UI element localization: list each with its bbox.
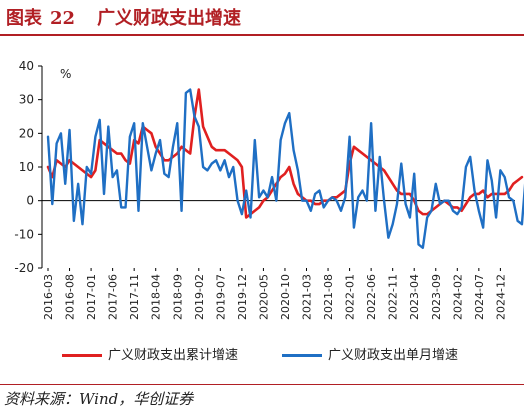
x-tick-label: 2017-01 — [85, 274, 98, 320]
x-tick-label: 2023-09 — [430, 274, 443, 320]
y-tick-label: 30 — [19, 93, 34, 107]
figure-title: 图表 22 广义财政支出增速 — [6, 4, 241, 30]
x-tick-label: 2020-05 — [257, 274, 270, 320]
x-tick-label: 2022-01 — [344, 274, 357, 320]
y-tick-label: -10 — [14, 227, 34, 241]
x-tick-label: 2017-06 — [107, 274, 120, 320]
x-tick-label: 2017-11 — [128, 274, 141, 320]
x-tick-label: 2019-07 — [214, 274, 227, 320]
footer-rule — [0, 384, 524, 385]
source-note: 资料来源：Wind，华创证券 — [4, 390, 194, 408]
x-tick-label: 2022-11 — [387, 274, 400, 320]
x-tick-label: 2021-08 — [322, 274, 335, 320]
legend-label-monthly: 广义财政支出单月增速 — [328, 348, 459, 363]
y-tick-label: 0 — [26, 194, 34, 208]
x-tick-label: 2024-02 — [451, 274, 464, 320]
legend-item-cumulative: 广义财政支出累计增速 — [62, 344, 238, 363]
title-rule — [0, 34, 524, 36]
legend-swatch-cumulative — [62, 354, 102, 357]
legend-label-cumulative: 广义财政支出累计增速 — [108, 348, 239, 363]
legend-swatch-monthly — [282, 354, 322, 357]
x-tick-label: 2018-04 — [150, 274, 163, 320]
figure-number: 22 — [50, 8, 76, 29]
y-axis-unit-label: % — [60, 67, 71, 81]
x-tick-label: 2023-04 — [408, 274, 421, 320]
x-tick-label: 2022-06 — [365, 274, 378, 320]
y-tick-label: 40 — [19, 59, 34, 73]
y-tick-label: 20 — [19, 126, 34, 140]
x-tick-label: 2021-03 — [301, 274, 314, 320]
x-tick-label: 2019-02 — [193, 274, 206, 320]
x-tick-label: 2019-12 — [236, 274, 249, 320]
x-tick-label: 2024-07 — [473, 274, 486, 320]
legend-item-monthly: 广义财政支出单月增速 — [282, 344, 458, 363]
x-tick-label: 2024-12 — [494, 274, 507, 320]
y-tick-label: 10 — [19, 160, 34, 174]
figure-label: 图表 — [6, 8, 42, 29]
x-tick-label: 2016-08 — [64, 274, 77, 320]
y-tick-label: -20 — [14, 261, 34, 275]
figure-title-text: 广义财政支出增速 — [97, 8, 242, 29]
x-tick-label: 2016-03 — [42, 274, 55, 320]
x-tick-label: 2020-10 — [279, 274, 292, 320]
x-tick-label: 2018-09 — [171, 274, 184, 320]
series-line-monthly — [46, 88, 524, 250]
line-chart: -20 -10 0 10 20 30 40% 2016-03 2016-08 2017-01 201… — [14, 59, 524, 320]
